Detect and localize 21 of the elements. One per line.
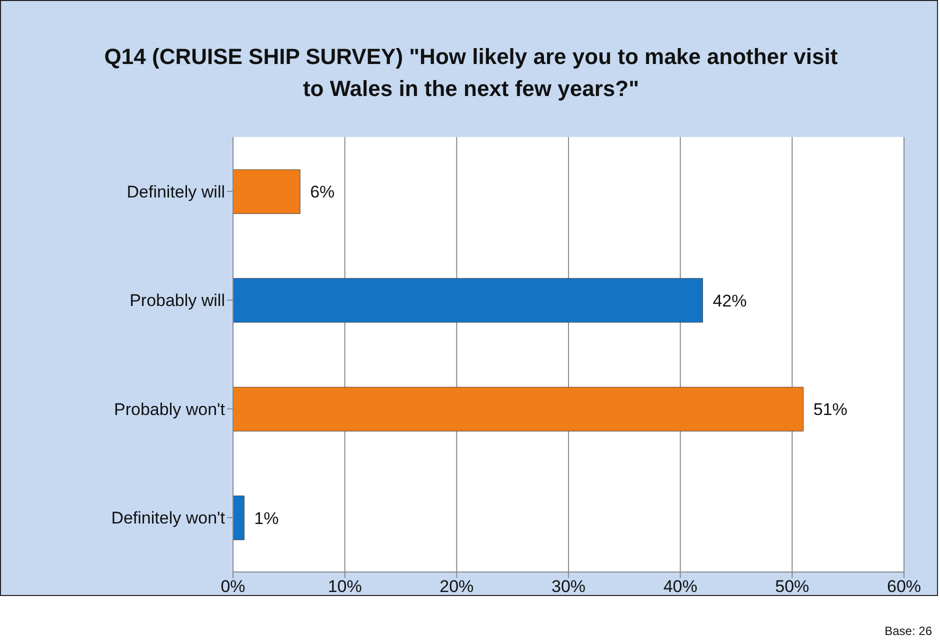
x-tick-label: 30%	[551, 577, 586, 596]
x-tick-label: 50%	[775, 577, 810, 596]
text: Base: 26	[884, 624, 932, 638]
x-tick-label: 40%	[663, 577, 698, 596]
data-label: 51%	[813, 400, 848, 420]
bar	[233, 386, 804, 432]
bar	[233, 496, 244, 540]
chart-title: Q14 (CRUISE SHIP SURVEY) "How likely are you to make another visit to Wales in the next few years?"	[103, 43, 839, 103]
x-tick-label: 20%	[440, 577, 474, 596]
y-tick-label: Definitely will	[126, 182, 225, 202]
y-tick-label: Probably will	[130, 291, 225, 310]
x-tick-label: 60%	[886, 577, 922, 596]
data-label: 6%	[310, 182, 335, 202]
y-tick-label: Probably won't	[114, 400, 226, 419]
bar	[233, 169, 300, 214]
data-label: 1%	[254, 508, 279, 528]
x-tick-label: 0%	[220, 577, 246, 596]
y-tick-label: Definitely won't	[111, 508, 226, 528]
bar	[233, 278, 703, 323]
data-label: 42%	[712, 291, 747, 310]
x-tick-label: 10%	[328, 577, 362, 596]
